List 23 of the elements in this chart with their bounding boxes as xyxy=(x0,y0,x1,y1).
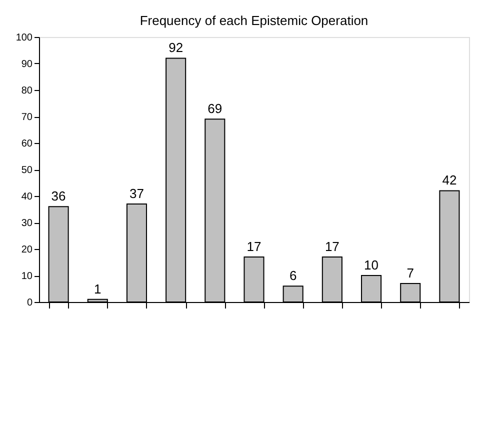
y-tick-label: 20 xyxy=(21,244,33,256)
data-label: 6 xyxy=(289,268,297,284)
y-tick-label: 50 xyxy=(21,165,33,176)
data-label: 92 xyxy=(168,40,184,56)
y-tick-label: 90 xyxy=(21,59,33,70)
y-tick-label: 10 xyxy=(21,271,33,282)
y-tick-label: 100 xyxy=(16,32,33,44)
y-tick-label: 0 xyxy=(26,298,33,308)
data-label: 69 xyxy=(208,101,222,116)
y-tick-label: 70 xyxy=(21,112,33,123)
y-tick-label: 40 xyxy=(21,192,33,202)
data-label: 17 xyxy=(324,238,340,254)
y-tick-label: 80 xyxy=(21,86,33,96)
y-tick-label: 60 xyxy=(21,138,33,150)
data-label: 1 xyxy=(94,281,102,296)
data-label: 17 xyxy=(246,238,262,254)
data-label: 42 xyxy=(442,172,457,188)
data-label: 10 xyxy=(364,258,379,272)
y-tick-label: 30 xyxy=(21,218,33,229)
chart-title: Frequency of each Epistemic Operation xyxy=(140,13,368,28)
data-label: 7 xyxy=(406,265,414,280)
data-label: 36 xyxy=(51,188,66,204)
data-label: 37 xyxy=(129,186,144,201)
